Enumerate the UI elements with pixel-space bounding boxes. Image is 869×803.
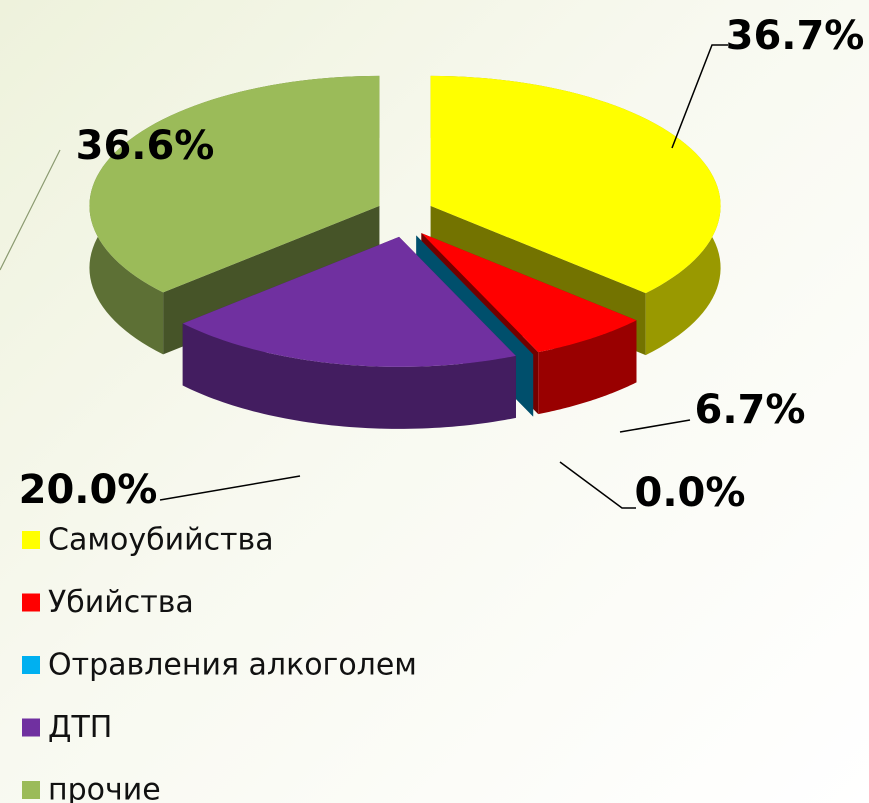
slice-top [421,233,637,353]
legend-label: Убийства [48,585,194,620]
slice-wall [538,320,637,415]
leader-line [619,419,691,433]
slice-top [89,75,380,293]
pie [89,75,721,429]
legend: Самоубийства Убийства Отравления алкоголем… [22,523,417,803]
leader-line [159,475,301,501]
data-label: 0.0% [635,470,746,516]
labels: 36.7% 6.7% 0.0% 20.0% 36.6% [19,13,865,516]
slice-top [182,236,516,367]
legend-label: Отравления алкоголем [48,648,417,683]
legend-label: ДТП [48,710,112,745]
legend-swatch [22,656,40,674]
slice [182,236,516,429]
slice-top [430,75,721,294]
legend-swatch [22,718,40,737]
data-label: 20.0% [19,467,158,513]
legend-label: прочие [48,773,161,803]
leader-line [559,461,636,509]
leader-line [671,44,728,149]
data-label: 36.7% [726,13,865,59]
legend-swatch [22,531,40,549]
legend-label: Самоубийства [48,523,274,558]
legend-swatch [22,781,40,799]
data-label: 36.6% [76,123,215,169]
slice-wall [182,323,516,429]
legend-swatch [22,593,40,612]
decor-line [0,149,61,271]
data-label: 6.7% [695,387,806,433]
